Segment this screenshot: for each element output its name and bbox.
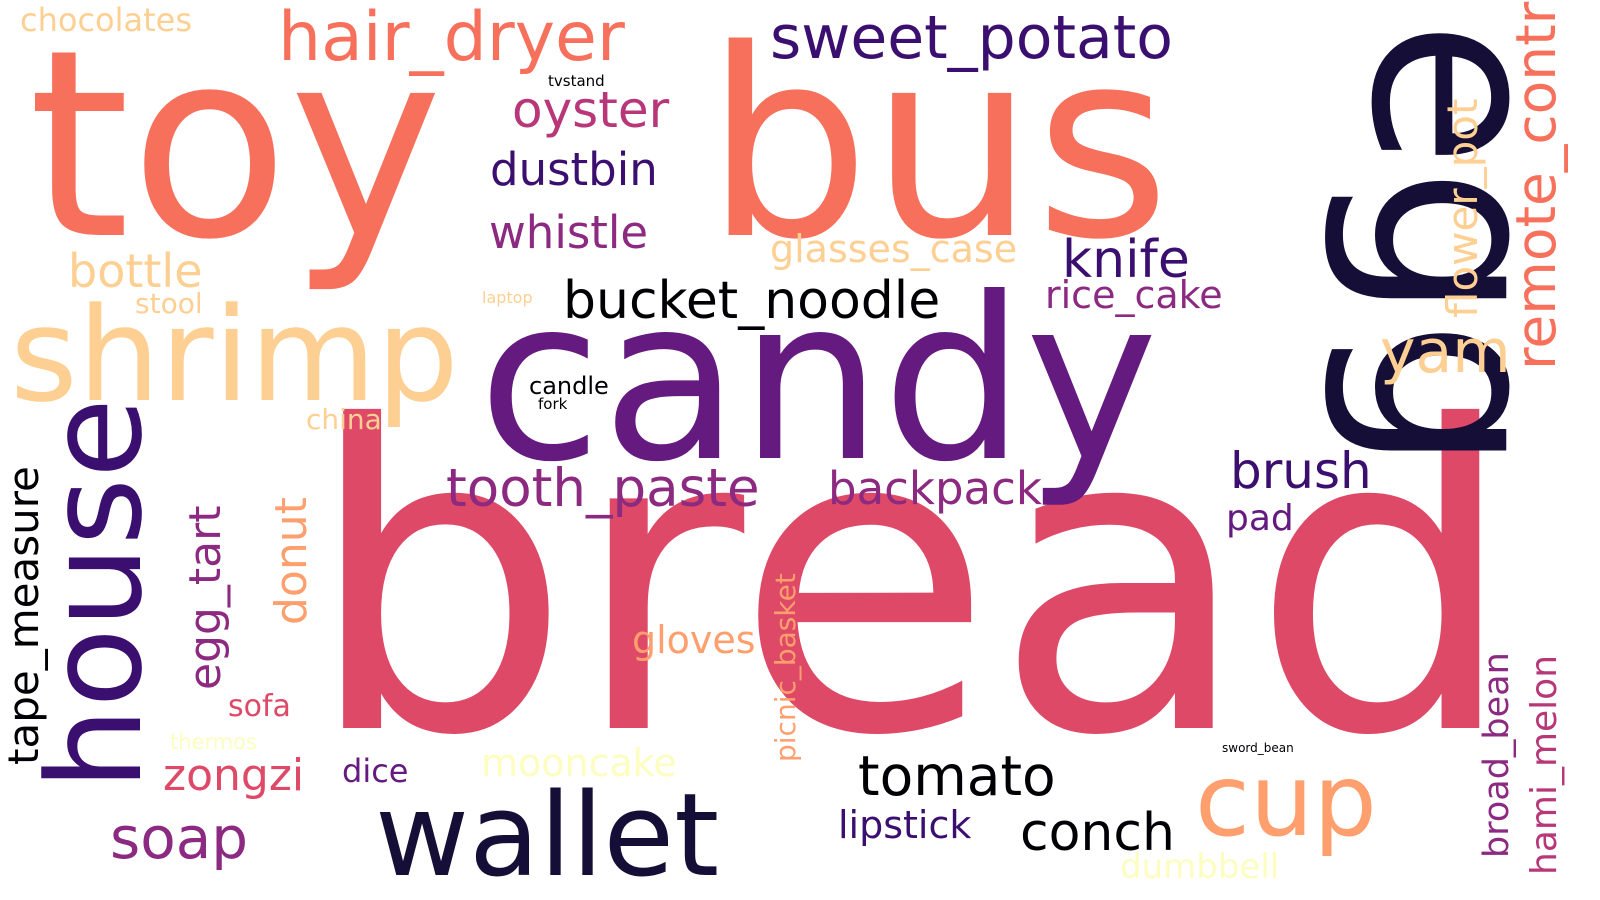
word-rice-cake: rice_cake bbox=[1045, 273, 1223, 317]
word-soap: soap bbox=[110, 804, 248, 872]
word-tomato: tomato bbox=[858, 744, 1056, 808]
word-picnic-basket: picnic_basket bbox=[769, 573, 802, 762]
word-bucket-noodle: bucket_noodle bbox=[563, 271, 940, 331]
word-fork: fork bbox=[538, 395, 568, 413]
word-sweet-potato: sweet_potato bbox=[770, 3, 1173, 73]
word-whistle: whistle bbox=[489, 206, 648, 259]
word-sofa: sofa bbox=[228, 689, 291, 724]
word-flower-pot: flower_pot bbox=[1438, 99, 1487, 318]
word-mooncake: mooncake bbox=[481, 741, 677, 785]
word-china: china bbox=[306, 403, 382, 436]
word-dice: dice bbox=[342, 752, 408, 790]
word-yam: yam bbox=[1380, 317, 1511, 387]
word-egg-tart: egg_tart bbox=[180, 506, 231, 691]
word-knife: knife bbox=[1062, 230, 1190, 290]
word-hair-dryer: hair_dryer bbox=[278, 0, 625, 77]
word-tooth-paste: tooth_paste bbox=[446, 458, 760, 519]
word-bottle: bottle bbox=[68, 244, 203, 298]
word-chocolates: chocolates bbox=[20, 1, 192, 39]
word-tvstand: tvstand bbox=[548, 72, 605, 90]
word-stool: stool bbox=[135, 287, 203, 320]
word-bus: bus bbox=[705, 0, 1170, 297]
word-candy: candy bbox=[478, 250, 1158, 512]
word-glasses-case: glasses_case bbox=[770, 227, 1017, 271]
word-wallet: wallet bbox=[375, 769, 719, 900]
word-dustbin: dustbin bbox=[490, 143, 658, 196]
word-shrimp: shrimp bbox=[10, 279, 459, 431]
word-lipstick: lipstick bbox=[838, 803, 971, 847]
word-egg: egg bbox=[1318, 20, 1598, 472]
word-broad-bean: broad_bean bbox=[1477, 652, 1517, 858]
word-cup: cup bbox=[1195, 742, 1377, 859]
word-sword-bean: sword_bean bbox=[1222, 741, 1294, 755]
word-dumbbell: dumbbell bbox=[1120, 847, 1279, 887]
word-conch: conch bbox=[1020, 803, 1175, 863]
word-brush: brush bbox=[1230, 442, 1372, 500]
word-house: house bbox=[19, 398, 171, 790]
word-bread: bread bbox=[305, 339, 1517, 828]
word-remote-control: remote_control bbox=[1504, 0, 1568, 370]
word-tape-measure: tape_measure bbox=[0, 466, 48, 765]
word-backpack: backpack bbox=[828, 462, 1042, 515]
word-toy: toy bbox=[28, 0, 443, 297]
word-pad: pad bbox=[1226, 498, 1294, 539]
word-oyster: oyster bbox=[512, 81, 670, 139]
word-thermos: thermos bbox=[170, 730, 257, 754]
word-laptop: laptop bbox=[482, 288, 533, 307]
word-donut: donut bbox=[266, 497, 317, 625]
word-candle: candle bbox=[529, 372, 609, 400]
word-gloves: gloves bbox=[632, 618, 756, 662]
word-hami-melon: hami_melon bbox=[1524, 655, 1565, 875]
word-zongzi: zongzi bbox=[163, 750, 304, 801]
